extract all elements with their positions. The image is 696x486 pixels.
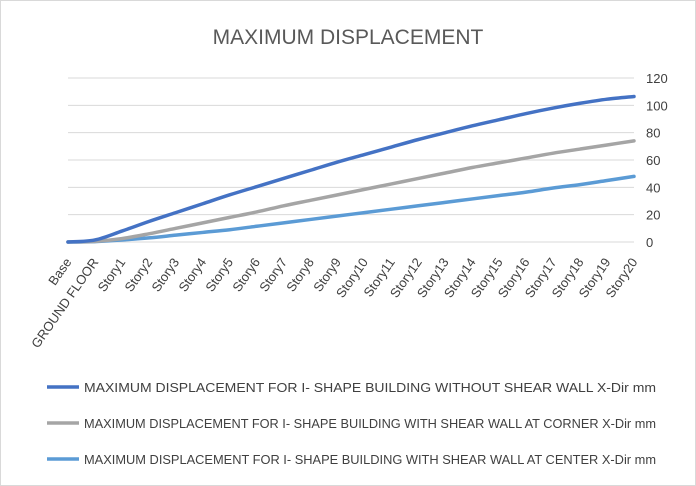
legend-label: MAXIMUM DISPLACEMENT FOR I- SHAPE BUILDI… <box>84 380 656 395</box>
x-tick-label: Story6 <box>229 255 263 294</box>
legend: MAXIMUM DISPLACEMENT FOR I- SHAPE BUILDI… <box>47 380 656 467</box>
y-tick-label: 100 <box>646 98 668 113</box>
series-line-without-shear-wall <box>66 94 636 244</box>
series-line-shear-wall-center <box>66 174 636 244</box>
series-line-shear-wall-corner <box>66 139 636 244</box>
x-tick-label: Story2 <box>121 255 155 294</box>
x-tick-label: Story4 <box>175 255 209 294</box>
x-tick-label: Story5 <box>202 255 236 294</box>
y-tick-label: 40 <box>646 180 660 195</box>
y-tick-label: 120 <box>646 71 668 86</box>
x-tick-label: Story3 <box>148 255 182 294</box>
legend-label: MAXIMUM DISPLACEMENT FOR I- SHAPE BUILDI… <box>84 452 656 467</box>
series-lines <box>66 94 636 244</box>
chart-title: MAXIMUM DISPLACEMENT <box>213 26 484 49</box>
y-tick-label: 0 <box>646 235 653 250</box>
x-tick-label: Story8 <box>283 255 317 294</box>
y-axis-ticks: 0 20 40 60 80 100 120 <box>646 71 668 250</box>
x-tick-label: Story1 <box>95 255 129 294</box>
legend-label: MAXIMUM DISPLACEMENT FOR I- SHAPE BUILDI… <box>84 416 656 431</box>
y-tick-label: 60 <box>646 153 660 168</box>
gridlines <box>68 77 634 243</box>
y-tick-label: 80 <box>646 126 660 141</box>
y-tick-label: 20 <box>646 208 660 223</box>
x-tick-label: Story7 <box>256 255 290 294</box>
